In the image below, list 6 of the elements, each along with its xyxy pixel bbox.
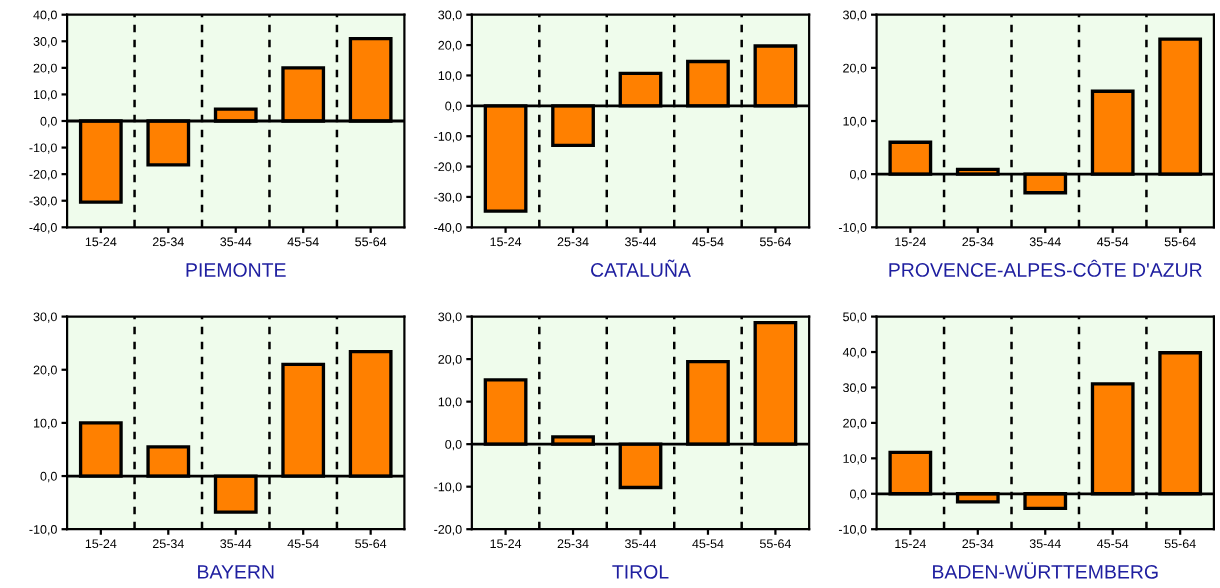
x-axis-title: CATALUÑA (591, 259, 691, 277)
x-axis-title: TIROL (612, 564, 669, 579)
x-axis-title: BADEN-WÜRTTEMBERG (933, 562, 1158, 579)
x-axis-title: PIEMONTE (186, 263, 286, 277)
x-axis-title: BAYERN (198, 565, 274, 579)
x-axis-title: PROVENCE-ALPES-CÔTE D'AZUR (889, 259, 1202, 277)
